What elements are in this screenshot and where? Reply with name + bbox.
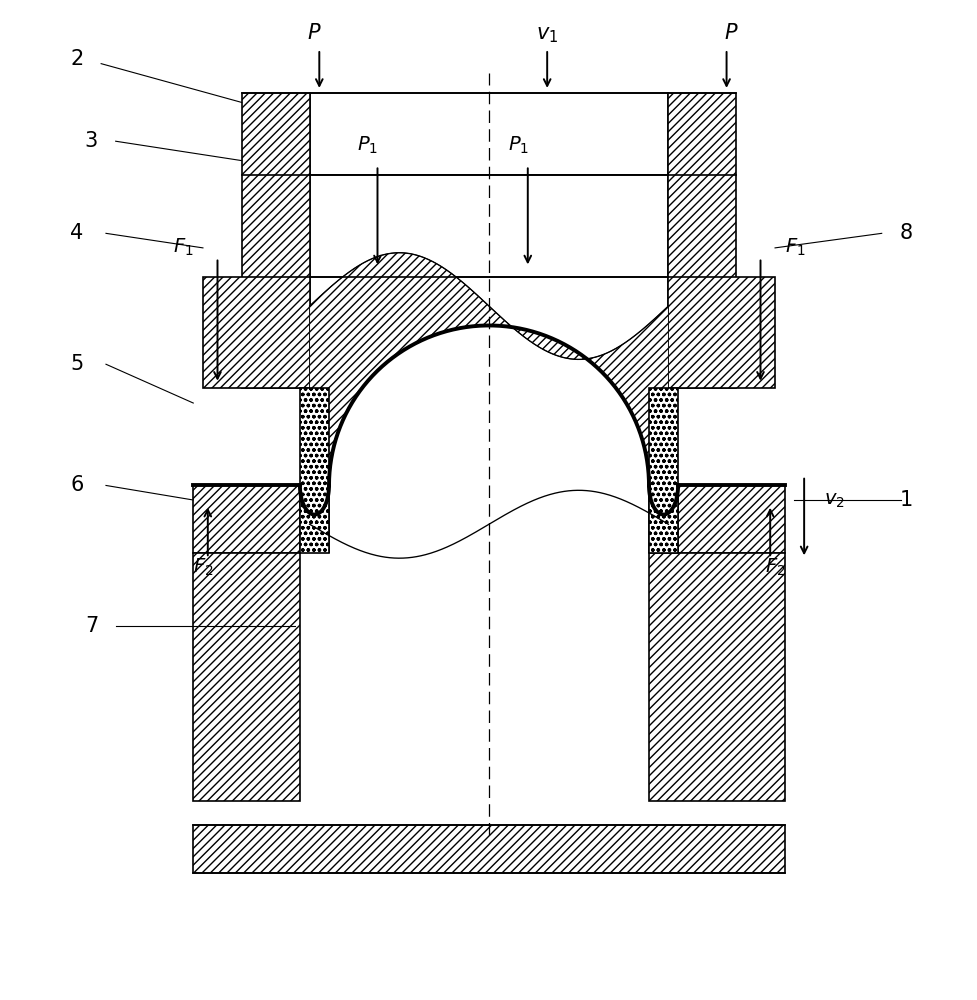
Text: 4: 4 (70, 223, 83, 243)
Text: $P_1$: $P_1$ (507, 135, 529, 156)
Text: $v_1$: $v_1$ (535, 25, 558, 45)
Text: $F_1$: $F_1$ (784, 237, 804, 258)
Polygon shape (310, 253, 667, 485)
Bar (241, 93, 310, 388)
Text: 7: 7 (85, 616, 98, 636)
Text: $P$: $P$ (307, 23, 321, 43)
Text: 1: 1 (899, 490, 912, 510)
Text: $F_1$: $F_1$ (173, 237, 193, 258)
Text: 6: 6 (70, 475, 83, 495)
Bar (667, 93, 736, 388)
Text: 8: 8 (899, 223, 912, 243)
Bar (667, 277, 774, 388)
Text: $P$: $P$ (723, 23, 738, 43)
Text: $F_2$: $F_2$ (764, 557, 785, 578)
Bar (649, 553, 784, 801)
Bar (677, 485, 784, 553)
Text: 2: 2 (70, 49, 83, 69)
Bar (193, 485, 300, 553)
Bar (300, 388, 328, 553)
Bar (649, 388, 677, 553)
Text: $v_2$: $v_2$ (823, 491, 843, 510)
Bar (203, 277, 310, 388)
Text: $P_1$: $P_1$ (357, 135, 378, 156)
Bar (310, 93, 667, 175)
Bar (193, 553, 300, 801)
Text: 5: 5 (70, 354, 83, 374)
Text: $F_2$: $F_2$ (192, 557, 213, 578)
Bar (193, 825, 784, 873)
Bar (310, 175, 667, 277)
Text: 3: 3 (85, 131, 98, 151)
